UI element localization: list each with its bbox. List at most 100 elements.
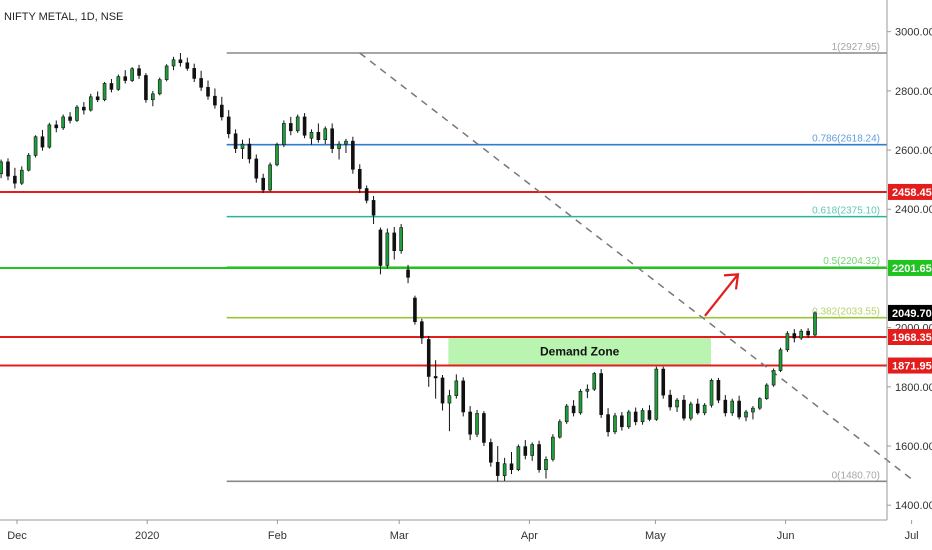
candle-body	[799, 330, 804, 339]
price-tag-label: 2458.45	[892, 187, 932, 199]
candle-body	[792, 333, 797, 339]
candle-body	[654, 368, 659, 420]
candle	[240, 139, 245, 159]
candle	[716, 377, 721, 404]
candle	[316, 123, 321, 143]
candle	[599, 369, 603, 418]
candle	[461, 377, 466, 417]
y-tick-label: 2400.00	[895, 204, 932, 216]
fib-level-label: 0.382(2033.55)	[812, 307, 880, 318]
candle	[502, 457, 507, 481]
candle	[364, 185, 369, 204]
candle	[0, 159, 3, 179]
candle	[516, 444, 521, 472]
candle-body	[406, 269, 410, 278]
candle	[578, 389, 583, 415]
candle	[233, 129, 238, 154]
candle	[799, 329, 804, 341]
candle	[626, 409, 631, 429]
candle-body	[206, 87, 210, 97]
candle-body	[585, 388, 590, 392]
candle-body	[668, 394, 672, 408]
candle-body	[47, 124, 52, 148]
candle	[440, 374, 445, 411]
candle-body	[695, 403, 700, 414]
candle	[330, 123, 334, 154]
candle	[523, 440, 528, 460]
candle	[661, 366, 666, 399]
candle-body	[709, 380, 714, 406]
candle-body	[502, 463, 507, 476]
candle-body	[413, 297, 417, 323]
candle	[102, 81, 107, 102]
last-price-tag-box	[888, 304, 932, 321]
candle	[302, 113, 307, 139]
candle	[633, 407, 638, 426]
candle-body	[454, 380, 459, 396]
candle-body	[475, 413, 479, 435]
candle-body	[702, 404, 707, 414]
candle-body	[426, 339, 431, 377]
candle	[399, 224, 403, 254]
candle-body	[489, 442, 493, 463]
candle	[606, 408, 610, 437]
candle	[323, 126, 328, 145]
candle	[406, 264, 410, 284]
candle-body	[116, 76, 121, 90]
candle	[620, 411, 624, 431]
candle-body	[178, 59, 183, 64]
candle-body	[192, 68, 197, 79]
candle	[530, 442, 535, 461]
candle	[220, 96, 224, 121]
candle-body	[385, 232, 390, 266]
candle	[447, 389, 452, 432]
candle-body	[371, 200, 376, 216]
arrow-head	[723, 273, 740, 290]
candle	[709, 378, 714, 408]
candle	[385, 228, 390, 269]
candle	[54, 120, 59, 133]
candle-body	[199, 78, 203, 88]
candle-body	[495, 461, 500, 476]
candle	[199, 70, 203, 91]
candle-body	[337, 143, 341, 149]
candle	[75, 105, 79, 122]
candle	[792, 329, 797, 343]
candle-body	[447, 395, 452, 404]
x-tick-label: Dec	[7, 530, 27, 542]
candle-body	[309, 132, 314, 139]
candle-body	[282, 123, 286, 146]
candle	[751, 406, 755, 420]
candle-body	[61, 116, 65, 129]
candle	[268, 162, 272, 192]
candle-body	[233, 133, 238, 149]
candle	[95, 91, 100, 103]
candle	[495, 446, 500, 482]
candle	[247, 138, 252, 164]
candle-body	[288, 123, 293, 132]
candle	[564, 403, 569, 424]
candle-body	[578, 390, 583, 414]
candle-body	[137, 68, 141, 76]
candle	[344, 138, 348, 154]
price-tags-layer: 2458.45 2201.65 1968.35 1871.95 2049.70	[888, 183, 932, 374]
candle	[378, 227, 383, 275]
candle-body	[102, 83, 107, 101]
candle-body	[564, 405, 569, 423]
candle	[730, 398, 735, 416]
chart-title: NIFTY METAL, 1D, NSE	[4, 11, 123, 23]
fib-level-label: 1(2927.95)	[832, 42, 880, 53]
candle-body	[778, 349, 783, 371]
candle	[275, 142, 279, 167]
candle-body	[123, 76, 128, 81]
candle	[454, 374, 459, 399]
candle-body	[626, 411, 631, 428]
candle	[585, 384, 590, 399]
candle	[26, 153, 31, 172]
candle	[371, 195, 376, 225]
y-tick-label: 3000.00	[895, 27, 932, 39]
x-tick-label: 2020	[135, 530, 159, 542]
candle-body	[151, 93, 155, 101]
